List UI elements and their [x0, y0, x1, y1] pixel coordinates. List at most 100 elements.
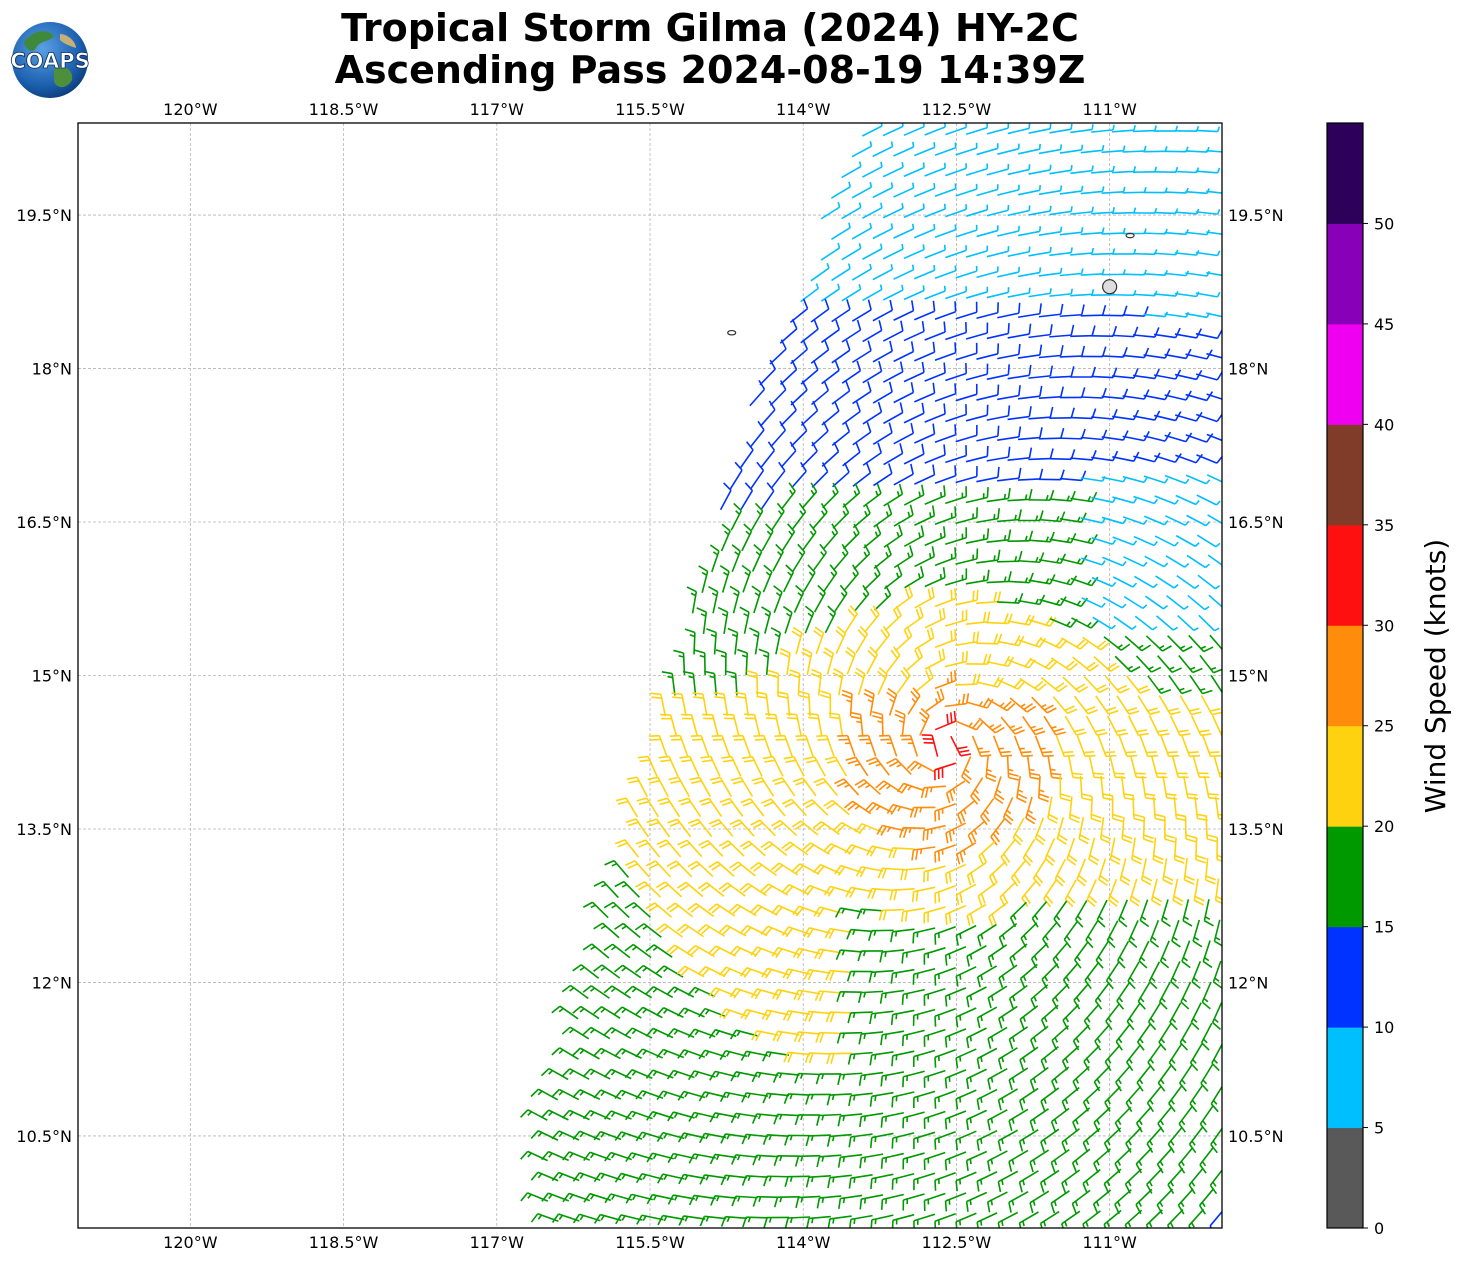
- wind-barb: [720, 1215, 748, 1227]
- wind-barb: [711, 1237, 737, 1247]
- wind-barb: [965, 404, 989, 422]
- wind-barb: [1128, 920, 1139, 948]
- wind-barb: [593, 1006, 621, 1019]
- wind-barb: [976, 1006, 998, 1029]
- wind-barb: [1130, 755, 1147, 779]
- wind-barb: [944, 1028, 967, 1048]
- wind-barb: [945, 363, 968, 382]
- wind-barb: [1145, 1209, 1163, 1228]
- wind-barb: [1138, 940, 1150, 969]
- wind-barb: [986, 529, 1012, 543]
- wind-barb: [1017, 468, 1044, 481]
- wind-barb: [1144, 555, 1169, 568]
- wind-barb: [749, 627, 760, 655]
- wind-barb: [1049, 324, 1075, 338]
- wind-barb: [950, 735, 972, 757]
- wind-barb: [751, 1113, 779, 1124]
- wind-barb: [1091, 124, 1115, 133]
- wind-barb: [1091, 450, 1119, 462]
- wind-barb: [849, 1214, 873, 1228]
- wind-barb: [720, 1174, 748, 1186]
- wind-barb: [855, 625, 869, 654]
- wind-barb: [1050, 657, 1079, 671]
- wind-barb: [739, 924, 768, 937]
- wind-barb: [1076, 858, 1088, 887]
- wind-barb: [1143, 146, 1168, 153]
- wind-barb: [1099, 816, 1112, 844]
- wind-barb: [1148, 961, 1161, 990]
- wind-barb: [699, 1132, 727, 1144]
- wind-barb: [1088, 755, 1105, 779]
- wind-barb: [1022, 838, 1036, 867]
- wind-barb: [924, 648, 946, 670]
- wind-barb: [806, 1215, 831, 1228]
- wind-barb: [805, 1134, 831, 1147]
- wind-barb: [1083, 1045, 1100, 1071]
- wind-barb: [1210, 1250, 1225, 1264]
- wind-barb: [794, 1072, 821, 1084]
- wind-barb: [1211, 1002, 1222, 1030]
- wind-barb: [1019, 677, 1047, 692]
- colorbar-tick-2: 10: [1374, 1018, 1394, 1037]
- wind-barb: [801, 647, 813, 675]
- wind-barb: [1051, 1066, 1070, 1091]
- wind-barb: [1101, 430, 1129, 441]
- wind-barb: [1176, 574, 1200, 590]
- wind-barb: [625, 860, 651, 878]
- wind-barb: [944, 1110, 967, 1130]
- wind-barb: [1060, 637, 1089, 650]
- wind-barb: [1157, 1230, 1173, 1255]
- wind-barb: [836, 1031, 863, 1044]
- wind-barb: [1038, 185, 1063, 196]
- wind-barb: [759, 400, 776, 427]
- wind-barb: [893, 382, 915, 404]
- wind-barb: [1104, 1252, 1121, 1264]
- wind-barb: [1140, 858, 1153, 886]
- wind-barb: [1135, 1106, 1152, 1133]
- wind-barb: [690, 1237, 716, 1247]
- wind-barb: [771, 904, 799, 916]
- wind-barb: [702, 713, 719, 737]
- wind-barb: [769, 380, 787, 406]
- wind-barb: [837, 1113, 863, 1127]
- lat-label-left-5: 12°N: [32, 973, 72, 992]
- wind-barb: [882, 1235, 904, 1251]
- wind-barb: [1122, 475, 1148, 484]
- wind-barb: [820, 242, 841, 261]
- wind-barb: [1109, 837, 1121, 865]
- lon-label-bottom-6: 111°W: [1082, 1233, 1137, 1252]
- wind-barb: [688, 1194, 716, 1206]
- wind-barb: [945, 780, 966, 804]
- wind-barb: [603, 943, 631, 959]
- wind-barb: [786, 713, 802, 737]
- wind-barb: [1038, 267, 1063, 277]
- wind-barb: [893, 545, 914, 569]
- wind-barb: [834, 778, 860, 796]
- wind-barb: [923, 1110, 946, 1129]
- wind-barb: [1195, 837, 1207, 864]
- wind-barb: [802, 523, 817, 551]
- wind-barb: [762, 1051, 790, 1062]
- lon-label-bottom-3: 115.5°W: [615, 1233, 685, 1252]
- wind-barb: [1187, 594, 1210, 611]
- wind-barb: [955, 1089, 977, 1110]
- wind-barb: [1125, 1251, 1142, 1264]
- wind-barb: [1050, 1107, 1070, 1132]
- wind-barb: [667, 1194, 695, 1205]
- wind-barb: [976, 1047, 998, 1070]
- wind-barb: [1038, 345, 1064, 359]
- wind-barb: [656, 839, 682, 858]
- wind-barb: [869, 1091, 894, 1107]
- wind-barb: [1147, 1002, 1161, 1031]
- wind-barb: [986, 571, 1012, 584]
- wind-barb: [1017, 385, 1043, 400]
- wind-barb: [945, 486, 968, 505]
- wind-barb: [872, 182, 894, 199]
- wind-barb: [771, 819, 798, 837]
- wind-barb: [1029, 1066, 1049, 1091]
- wind-barb: [976, 676, 1004, 688]
- wind-barb: [955, 1171, 977, 1192]
- wind-barb: [1092, 616, 1116, 630]
- wind-barb: [814, 990, 842, 1002]
- wind-barb: [1028, 123, 1052, 134]
